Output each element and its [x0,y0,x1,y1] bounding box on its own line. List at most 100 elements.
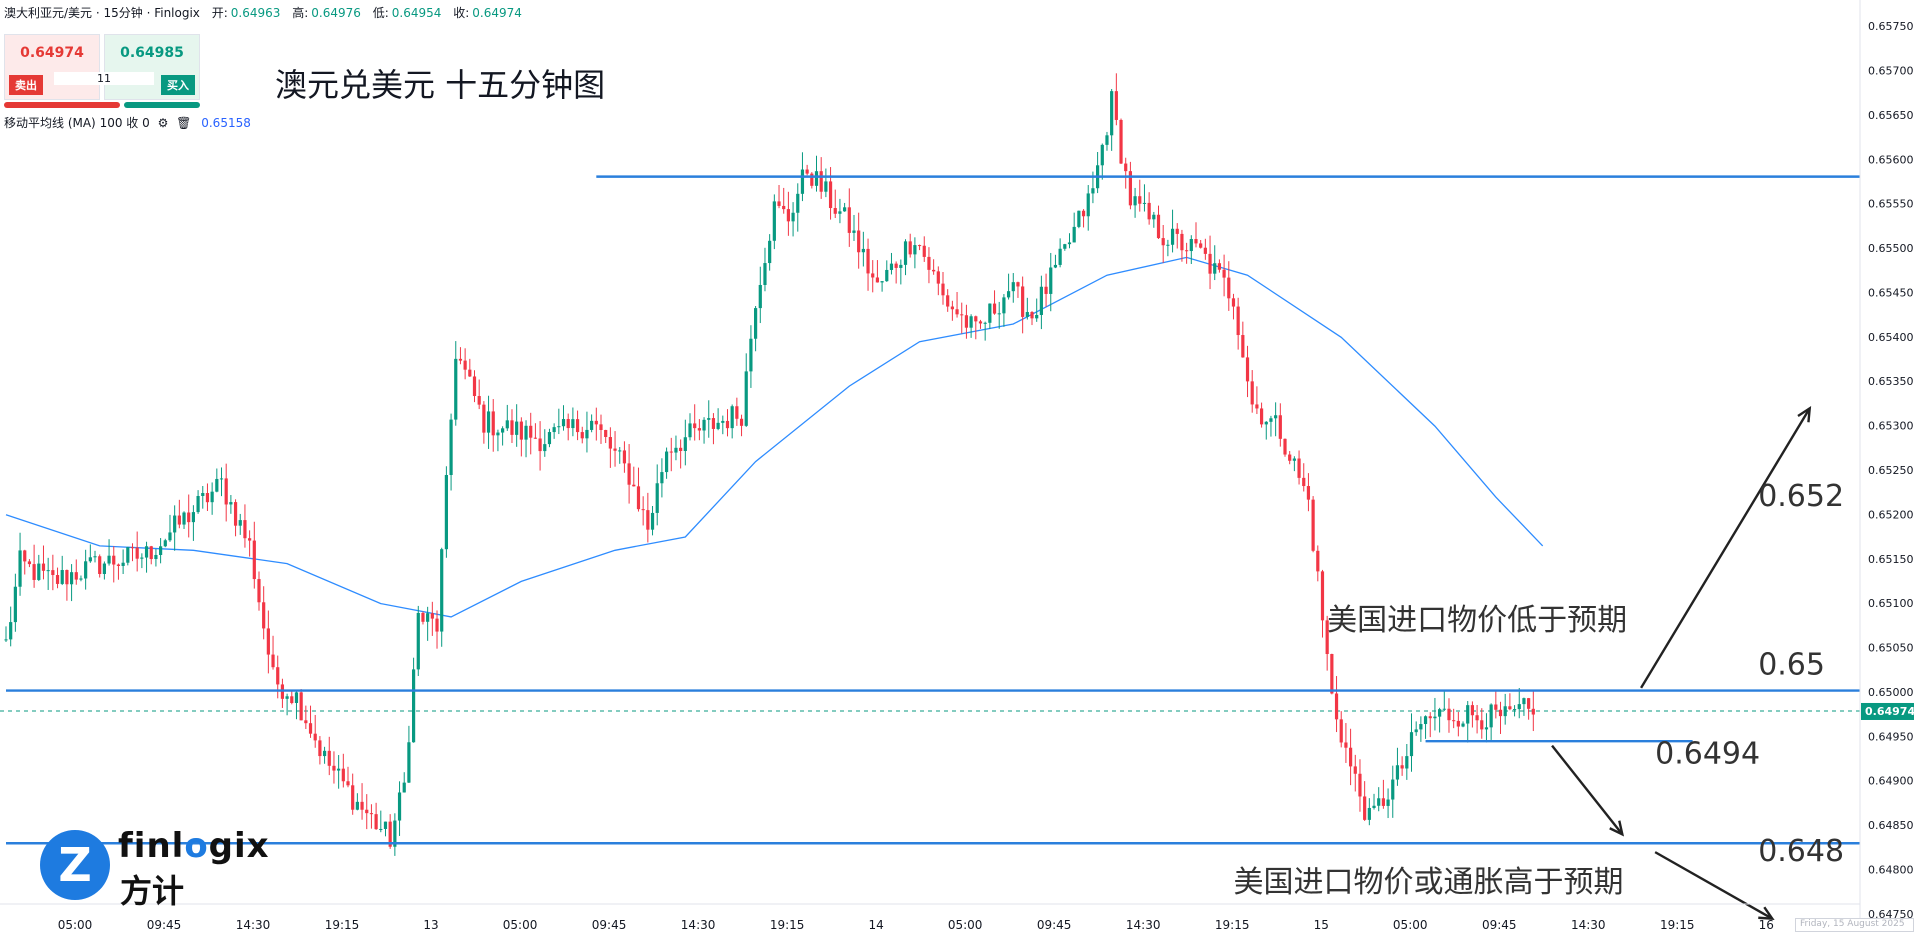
candle [1105,131,1109,151]
candle [477,379,481,410]
candle [871,260,875,293]
y-tick-label: 0.65550 [1868,198,1914,211]
candle [1156,205,1161,239]
chart-title: 澳元兑美元 十五分钟图 [275,66,606,104]
y-tick-label: 0.64900 [1868,775,1914,788]
candle [810,172,814,189]
candle [819,157,823,199]
candle [224,463,228,522]
candle [1334,676,1339,733]
candle [1222,254,1226,297]
candle [1311,496,1315,553]
y-tick-label: 0.65350 [1868,375,1914,388]
symbol-name[interactable]: 澳大利亚元/美元 · 15分钟 · Finlogix [4,6,200,20]
candle [796,183,800,232]
candle [880,281,884,292]
candle [1452,708,1456,729]
candle [486,395,491,449]
candle [355,793,359,811]
candle [318,736,322,765]
price-axis[interactable]: 0.65750 0.65700 0.65650 0.65600 0.65550 0.655… [1859,0,1914,932]
candle [1124,157,1128,189]
x-tick-label: 19:15 [1660,918,1695,932]
candle [1203,238,1207,260]
buy-label: 买入 [161,75,195,95]
candle [1442,690,1446,712]
candle [861,231,865,267]
x-tick-label: 05:00 [1393,918,1428,932]
candle [426,606,430,641]
candle [1512,705,1517,717]
candle [397,781,402,836]
candle [233,499,238,537]
candle [613,431,617,467]
candle [632,466,636,487]
settings-icon[interactable]: ⚙ [157,116,169,130]
candle [46,557,50,590]
candle [294,689,299,720]
candle [182,511,186,529]
candle [599,414,603,444]
candle [824,168,828,198]
annotation-label: 美国进口物价或通胀高于预期 [1233,865,1623,900]
support-resistance-levels[interactable] [6,175,1860,845]
candle [1152,211,1156,228]
x-tick-label: 09:45 [1482,918,1517,932]
candle [112,546,116,583]
annotation-label: 0.652 [1758,479,1844,514]
candle [369,804,374,829]
candle [552,423,556,439]
current-price-tag [1861,702,1914,720]
candle [660,458,664,498]
candle [894,261,898,284]
candle [322,746,327,764]
logo-chinese: 方计 [120,872,185,910]
candle [847,188,851,247]
candle [37,554,41,582]
candle [393,813,397,856]
candle [749,325,753,388]
logo-wordmark: finlogix [118,826,270,866]
candle [1447,698,1451,733]
buy-button[interactable]: 0.64985 买入 [104,34,200,100]
candle [276,655,280,699]
open-label: 开: [211,6,228,20]
y-tick-label: 0.65600 [1868,153,1914,166]
candle [332,751,336,784]
candle [646,492,650,543]
candle [1245,345,1250,398]
candle [913,237,917,269]
candle [721,415,725,435]
candle [1227,261,1231,311]
time-axis[interactable]: 05:00 09:45 14:30 19:15 13 05:00 09:45 14:30 19:… [0,903,1860,932]
candle [1147,192,1151,225]
candle [51,554,55,591]
candle [1306,473,1311,512]
candle [159,538,163,564]
candle [1348,728,1353,786]
candle [679,439,683,469]
candle [69,564,74,602]
candle [917,244,922,251]
chart-annotations: 0.652 0.65 0.6494 0.648 美国进口物价低于预期美国进口物价或通胀高… [1233,479,1844,900]
sell-button[interactable]: 0.64974 卖出 [4,34,100,100]
candle [964,304,969,339]
candle [557,408,561,435]
candle [622,441,627,473]
delete-icon[interactable]: 🗑 [176,116,192,130]
candle [1531,690,1535,732]
candle [575,410,580,441]
candle [205,483,210,512]
candle [41,545,46,580]
candle [978,319,983,329]
candle [529,412,533,455]
candle [538,421,542,471]
candle [177,499,181,529]
candle [627,444,631,504]
candle [777,184,781,209]
candle [252,521,256,589]
candle [1067,233,1072,249]
candle [1170,209,1175,253]
indicator-legend[interactable]: 移动平均线 (MA) 100 收 0 ⚙ 🗑 0.65158 [4,114,251,131]
